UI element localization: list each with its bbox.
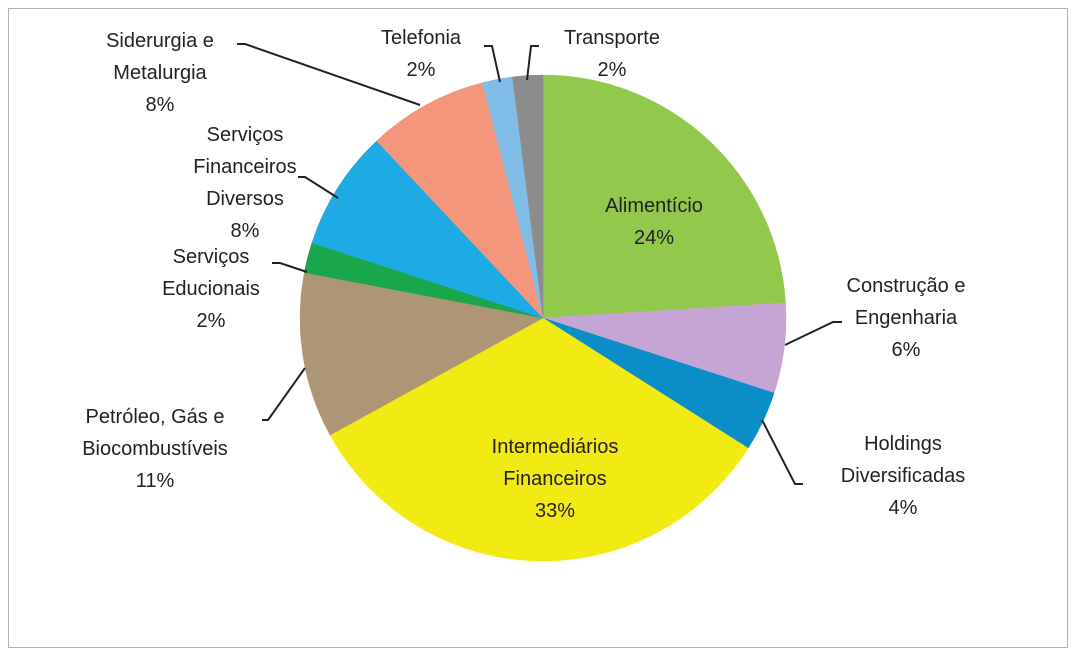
category-label: Petróleo, Gás e Biocombustíveis [82,406,228,460]
slice-label: Alimentício 24% [554,190,754,254]
slice-label: Intermediários Financeiros 33% [465,431,645,527]
leader-line [526,45,539,81]
value-label: 8% [145,94,175,116]
category-label: Transporte [564,27,660,49]
chart [237,43,842,562]
category-label: Alimentício [605,195,703,217]
pie-slice [329,317,749,562]
value-label: 24% [633,227,675,249]
page: Alimentício 24% Construção e Engenharia 6% H… [8,8,1068,648]
value-label: 6% [891,339,921,361]
leader-line [298,176,339,199]
value-label: 33% [534,500,576,522]
slice-label: Serviços Financeiros Diversos 8% [175,119,315,247]
leader-line [262,367,306,421]
category-label: Siderurgia e Metalurgia [106,30,214,84]
slice-label: Holdings Diversificadas 4% [823,428,983,524]
pie-slice [311,140,544,319]
slice-label: Serviços Educionais 2% [141,241,281,337]
category-label: Telefonia [380,27,462,49]
pie-slice [376,82,544,319]
value-label: 8% [230,220,260,242]
slice-label: Construção e Engenharia 6% [816,270,996,366]
slice-label: Petróleo, Gás e Biocombustíveis 11% [50,401,260,497]
value-label: 2% [597,59,627,81]
slice-label: Transporte 2% [542,22,682,86]
leader-line [784,321,842,346]
category-label: Serviços Educionais [162,246,260,300]
leader-line [272,262,308,273]
pie-slice [299,272,544,436]
value-label: 2% [406,59,436,81]
slice-label: Siderurgia e Metalurgia 8% [80,25,240,121]
value-label: 4% [888,497,918,519]
category-label: Serviços Financeiros Diversos [193,124,297,210]
leader-line [237,43,421,106]
leader-line [484,45,501,83]
category-label: Construção e Engenharia [846,275,966,329]
value-label: 2% [196,310,226,332]
category-label: Intermediários Financeiros [491,436,619,490]
leader-line [761,419,803,485]
category-label: Holdings Diversificadas [840,433,966,487]
pie-slice [542,74,786,319]
value-label: 11% [135,470,175,492]
slice-label: Telefonia 2% [356,22,486,86]
